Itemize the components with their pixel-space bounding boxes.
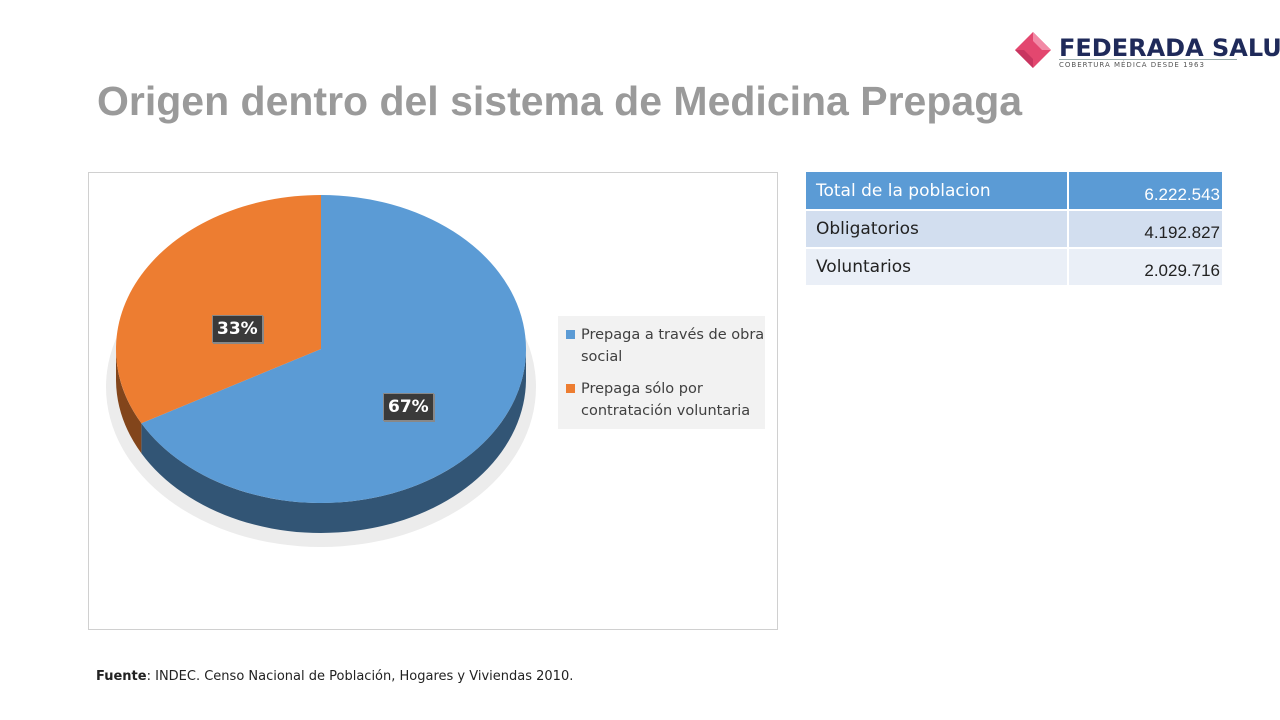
pie-chart: Prepaga a través de obra social Prepaga … <box>88 172 778 630</box>
logo-icon <box>1015 32 1051 68</box>
legend-label: Prepaga sólo por contratación voluntaria <box>581 381 751 419</box>
logo-divider <box>1059 59 1237 60</box>
pie-slice-obra-social <box>141 195 527 503</box>
source-text: : INDEC. Censo Nacional de Población, Ho… <box>146 669 574 684</box>
pie-side-obra-social <box>141 349 527 534</box>
table-cell-value: 6.222.543 <box>1068 172 1222 211</box>
table-row: Total de la poblacion 6.222.543 <box>806 172 1222 211</box>
legend-item-voluntaria: Prepaga sólo por contratación voluntaria <box>566 378 766 422</box>
table-row: Obligatorios 4.192.827 <box>806 210 1222 249</box>
table-cell-value: 4.192.827 <box>1068 210 1222 249</box>
logo-name: FEDERADA SALUD <box>1059 34 1280 62</box>
page-title: Origen dentro del sistema de Medicina Pr… <box>97 78 1023 124</box>
logo-tagline: COBERTURA MÉDICA DESDE 1963 <box>1059 61 1205 69</box>
legend-item-obra-social: Prepaga a través de obra social <box>566 324 766 368</box>
chart-legend: Prepaga a través de obra social Prepaga … <box>558 316 765 429</box>
legend-label: Prepaga a través de obra social <box>581 327 765 365</box>
pie-side-voluntaria <box>116 349 142 454</box>
table-cell-label: Voluntarios <box>806 248 1069 287</box>
table-cell-label: Total de la poblacion <box>806 172 1069 211</box>
table-cell-value: 2.029.716 <box>1068 248 1222 287</box>
table-cell-label: Obligatorios <box>806 210 1069 249</box>
legend-swatch-voluntaria <box>566 384 575 393</box>
company-logo: FEDERADA SALUD COBERTURA MÉDICA DESDE 19… <box>1013 30 1280 78</box>
pie-slice-voluntaria <box>116 195 321 424</box>
pie-chart-svg <box>106 195 536 547</box>
population-table: Total de la poblacion 6.222.543 Obligato… <box>806 172 1222 287</box>
source-prefix: Fuente <box>96 669 147 684</box>
source-note: Fuente: INDEC. Censo Nacional de Poblaci… <box>96 669 573 684</box>
data-label-33: 33% <box>212 315 263 343</box>
table-row: Voluntarios 2.029.716 <box>806 248 1222 287</box>
legend-swatch-obra-social <box>566 330 575 339</box>
data-label-67: 67% <box>383 393 434 421</box>
